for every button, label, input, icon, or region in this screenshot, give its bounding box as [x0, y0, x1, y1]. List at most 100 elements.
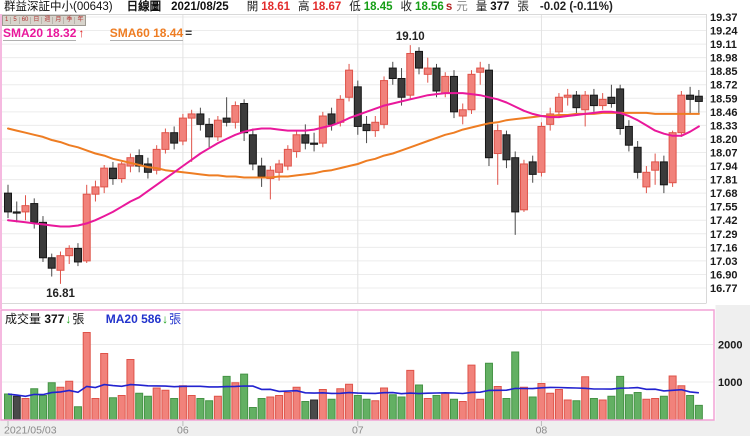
close-value: 18.56: [415, 0, 444, 13]
candle-body: [616, 88, 625, 130]
candle-body: [187, 113, 196, 119]
volume-bar: [528, 396, 537, 420]
volume-bar: [616, 375, 625, 420]
sma20-label: SMA20: [3, 26, 44, 40]
volume-bar: [143, 395, 152, 420]
volume-panel-unit: 張: [72, 312, 85, 326]
high-value: 18.67: [312, 0, 342, 13]
volume-bar: [310, 399, 319, 420]
volume-axis-tick: 2000: [718, 340, 742, 352]
price-unit-label: 元: [456, 0, 468, 13]
volume-bar: [371, 400, 380, 420]
volume-bar: [248, 407, 257, 420]
sma60-label: SMA60: [109, 26, 150, 40]
candle-body: [161, 132, 170, 150]
indicator-legend: SMA20 18.32 ↑ SMA60 18.44 =: [3, 26, 193, 41]
price-axis-tick: 18.07: [710, 147, 738, 159]
candle-body: [301, 134, 310, 144]
candle-body: [449, 75, 458, 113]
volume-bar: [607, 395, 616, 420]
volume-label: 量: [475, 0, 488, 13]
volume-bar: [82, 332, 91, 420]
volume-bar: [266, 396, 275, 420]
candlesticks[interactable]: [4, 45, 703, 284]
candle-body: [12, 211, 21, 214]
volume-bar: [21, 398, 30, 420]
volume-bar: [275, 395, 284, 420]
candle-body: [4, 192, 12, 213]
open-label: 開: [246, 0, 259, 13]
volume-bar: [668, 375, 677, 420]
low-price-annotation: 16.81: [46, 288, 75, 300]
sma20-legend-link[interactable]: SMA20 18.32: [3, 26, 77, 41]
period-button[interactable]: 60: [20, 17, 32, 24]
volume-ma-label[interactable]: MA20 586: [106, 312, 161, 326]
candle-body: [135, 155, 144, 167]
period-button[interactable]: 5: [11, 17, 20, 24]
candle-body: [231, 105, 240, 123]
price-axis-tick: 16.77: [710, 283, 738, 295]
price-axis-tick: 18.85: [710, 66, 738, 78]
volume-bar: [4, 393, 12, 420]
candle-body: [554, 96, 563, 113]
price-axis-tick: 17.55: [710, 202, 738, 214]
sma60-legend-link[interactable]: SMA60 18.44: [109, 26, 184, 41]
candle-body: [345, 69, 354, 98]
volume-bar: [100, 353, 109, 420]
candle-body: [248, 134, 257, 165]
price-axis-tick: 18.72: [710, 80, 738, 92]
volume-bar: [493, 386, 502, 420]
candle-body: [21, 205, 30, 213]
candle-body: [100, 167, 109, 188]
volume-ma-down-arrow-icon: ↓: [162, 312, 169, 326]
volume-bar: [476, 398, 485, 420]
price-axis-tick: 17.81: [710, 175, 738, 187]
volume-bar: [178, 385, 187, 420]
volume-bar: [432, 395, 441, 420]
volume-bar: [345, 383, 354, 420]
candle-body: [336, 98, 345, 123]
sma60-trend-flat-icon: =: [185, 26, 193, 40]
period-button[interactable]: 年: [77, 17, 84, 23]
volume-bars[interactable]: [4, 332, 703, 420]
price-gridlines: [2, 14, 713, 420]
candle-body: [476, 67, 485, 73]
period-button[interactable]: 月: [53, 17, 65, 24]
volume-ma20-line: [7, 383, 699, 398]
candle-body: [266, 169, 275, 180]
candle-body: [170, 132, 179, 144]
sma60-value: 18.44: [153, 26, 184, 40]
candle-body: [380, 80, 389, 125]
candle-body: [353, 86, 362, 127]
period-button[interactable]: 季: [64, 17, 76, 24]
volume-bar: [170, 398, 179, 420]
candle-body: [275, 163, 284, 173]
period-button[interactable]: 日: [31, 17, 43, 24]
volume-bar: [651, 398, 660, 420]
candle-body: [318, 115, 327, 144]
candle-body: [546, 113, 555, 125]
candle-body: [178, 117, 187, 142]
candle-body: [108, 167, 117, 180]
period-button[interactable]: 1: [3, 17, 12, 24]
volume-panel-value: 377: [44, 312, 65, 326]
candle-body: [581, 94, 590, 111]
candle-body: [310, 142, 319, 145]
axis-background: [0, 305, 750, 436]
open-value: 18.61: [261, 0, 290, 13]
candle-body: [686, 94, 695, 100]
volume-bar: [257, 398, 266, 420]
volume-bar: [152, 387, 161, 420]
high-price-annotation: 19.10: [396, 31, 425, 43]
volume-bar: [642, 398, 651, 420]
high-label: 高: [297, 0, 310, 13]
candle-body: [694, 95, 703, 102]
period-button[interactable]: 週: [42, 17, 54, 24]
candle-body: [196, 113, 205, 125]
candle-body: [511, 157, 520, 213]
volume-bar: [441, 392, 450, 420]
date-axis-tick: 07: [352, 425, 364, 436]
